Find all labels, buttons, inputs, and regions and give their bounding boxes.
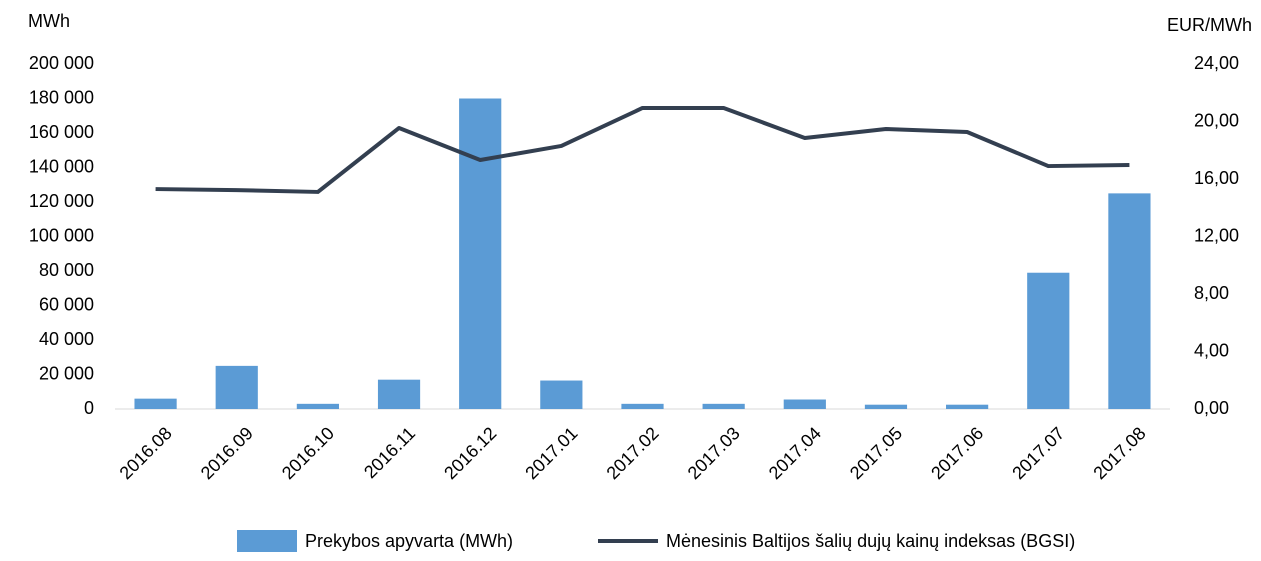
y2-tick-label: 8,00 xyxy=(1194,283,1229,303)
y-tick-label: 80 000 xyxy=(39,260,94,280)
y-tick-label: 100 000 xyxy=(29,225,94,245)
bar xyxy=(946,404,989,409)
y-axis-title: MWh xyxy=(28,11,70,31)
bar xyxy=(864,404,908,409)
x-tick-label: 2016.11 xyxy=(360,423,419,482)
x-tick-label: 2017.08 xyxy=(1089,423,1149,483)
bar xyxy=(1027,272,1070,409)
x-tick-label: 2016.09 xyxy=(197,423,257,483)
bar xyxy=(134,398,177,409)
y2-axis-title: EUR/MWh xyxy=(1167,15,1252,35)
x-tick-label: 2016.08 xyxy=(116,423,176,483)
x-tick-label: 2017.04 xyxy=(765,423,825,483)
x-tick-label: 2017.03 xyxy=(684,423,744,483)
y-tick-label: 140 000 xyxy=(29,156,94,176)
y2-tick-label: 16,00 xyxy=(1194,168,1239,188)
legend-label: Prekybos apyvarta (MWh) xyxy=(305,531,513,551)
bar xyxy=(377,379,421,409)
bar xyxy=(215,365,258,409)
x-tick-label: 2017.02 xyxy=(603,423,663,483)
line xyxy=(155,105,1130,194)
y2-tick-label: 24,00 xyxy=(1194,53,1239,73)
bar xyxy=(1108,193,1151,409)
bar xyxy=(459,98,502,409)
y2-tick-label: 4,00 xyxy=(1194,340,1229,360)
x-tick-label: 2017.06 xyxy=(927,423,987,483)
y-tick-label: 200 000 xyxy=(29,53,94,73)
bar xyxy=(540,380,583,409)
y2-tick-label: 0,00 xyxy=(1194,398,1229,418)
x-tick-label: 2017.01 xyxy=(521,423,581,483)
x-tick-label: 2016.10 xyxy=(278,423,338,483)
bar xyxy=(783,399,826,409)
y-tick-label: 180 000 xyxy=(29,87,94,107)
x-tick-label: 2017.05 xyxy=(846,423,906,483)
bar xyxy=(296,403,339,409)
y2-tick-label: 20,00 xyxy=(1194,110,1239,130)
y-tick-label: 0 xyxy=(84,398,94,418)
x-tick-label: 2016.12 xyxy=(440,423,500,483)
y2-tick-label: 12,00 xyxy=(1194,225,1239,245)
y-tick-label: 160 000 xyxy=(29,122,94,142)
bar xyxy=(702,403,745,409)
y-tick-label: 20 000 xyxy=(39,363,94,383)
y-tick-label: 60 000 xyxy=(39,294,94,314)
y-tick-label: 40 000 xyxy=(39,329,94,349)
bar xyxy=(621,403,664,409)
legend-label: Mėnesinis Baltijos šalių dujų kainų inde… xyxy=(666,531,1075,551)
x-tick-label: 2017.07 xyxy=(1008,423,1068,483)
legend-swatch xyxy=(237,530,297,552)
y-tick-label: 120 000 xyxy=(29,191,94,211)
